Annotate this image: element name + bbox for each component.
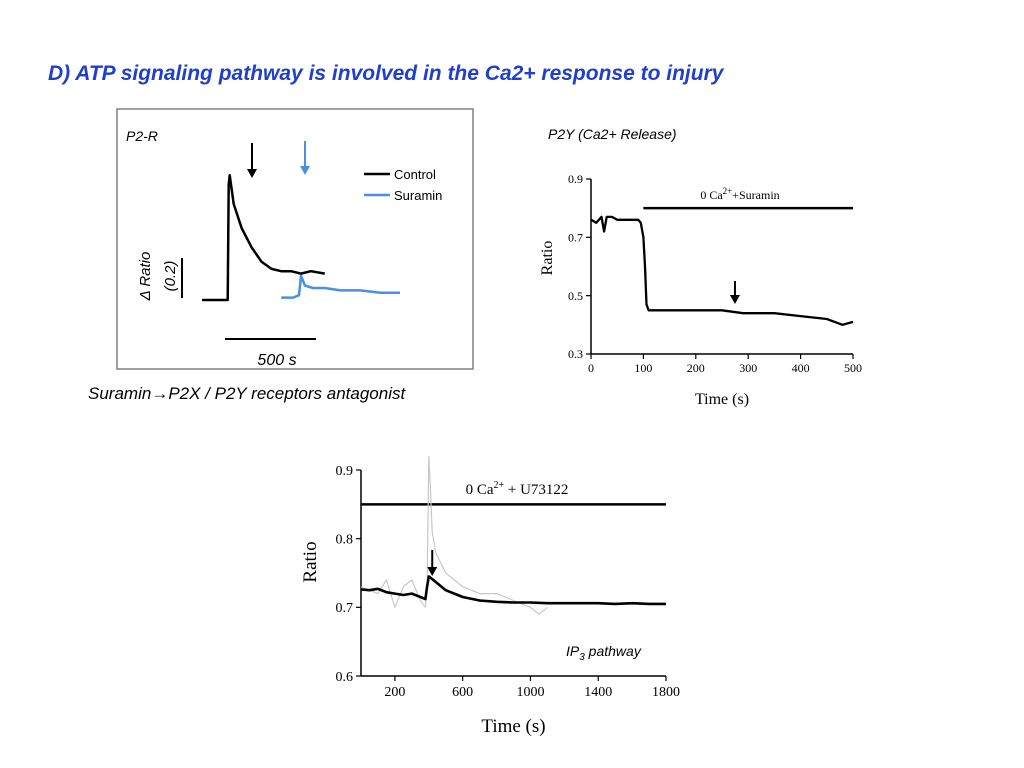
p2y-line-trace: [590, 215, 854, 326]
p2y-annotation-label: 0 Ca2++Suramin: [700, 186, 779, 202]
ip3-y-tick-label: 0.8: [336, 533, 354, 548]
p2r-frame: [116, 108, 474, 370]
ip3-arrow: [427, 550, 438, 576]
p2y-x-tick-label: 300: [739, 361, 757, 375]
p2r-arrow-control: [247, 143, 257, 178]
caption-prefix: Suramin: [88, 384, 152, 403]
ip3-x-tick-label: 600: [452, 685, 473, 700]
p2y-x-tick-label: 100: [634, 361, 652, 375]
ip3-xlabel: Time (s): [481, 716, 545, 737]
p2r-line-suramin: [281, 274, 400, 299]
ip3-annotation-label: 0 Ca2+ + U73122: [466, 480, 569, 498]
ip3-inset-label: IP3 pathway: [566, 643, 642, 663]
p2y-x-tick-label: 200: [687, 361, 705, 375]
ip3-line-treated: [361, 575, 666, 606]
p2r-arrow-suramin: [300, 141, 310, 175]
p2y-x-tick-label: 0: [588, 361, 594, 375]
p2y-y-tick-label: 0.9: [568, 172, 583, 186]
p2y-y-tick-label: 0.3: [568, 347, 583, 361]
ip3-y-tick-label: 0.7: [336, 601, 354, 616]
p2r-scalebar-y-label: (0.2): [162, 261, 179, 292]
p2y-y-tick-label: 0.5: [568, 289, 583, 303]
ip3-x-tick-label: 1400: [584, 685, 612, 700]
p2y-x-tick-label: 500: [844, 361, 862, 375]
ip3-line-untreated: [361, 455, 548, 615]
ip3-series-group: [361, 455, 666, 615]
p2y-x-tick-label: 400: [792, 361, 810, 375]
ip3-y-tick-label: 0.6: [336, 670, 354, 685]
ip3-x-tick-label: 1000: [516, 685, 544, 700]
caption-suffix: P2X / P2Y receptors antagonist: [168, 384, 406, 403]
p2r-scalebar-x-label: 500 s: [257, 352, 296, 369]
p2y-title: P2Y (Ca2+ Release): [548, 126, 677, 142]
p2r-ylabel: Δ Ratio: [137, 252, 154, 302]
p2r-title: P2-R: [126, 128, 158, 144]
ip3-y-tick-label: 0.9: [336, 464, 354, 479]
ip3-x-tick-label: 200: [384, 685, 405, 700]
caption-arrow: →: [151, 384, 169, 403]
p2y-arrow: [729, 281, 740, 304]
p2r-line-control: [202, 173, 326, 302]
p2r-legend-suramin-label: Suramin: [394, 188, 442, 203]
p2y-y-tick-label: 0.7: [568, 231, 583, 245]
ip3-x-tick-label: 1800: [652, 685, 680, 700]
p2y-ylabel: Ratio: [539, 241, 556, 276]
ip3-ylabel: Ratio: [300, 541, 321, 582]
figure-caption: Suramin→P2X / P2Y receptors antagonist: [88, 384, 405, 404]
slide-title: D) ATP signaling pathway is involved in …: [48, 62, 724, 85]
p2r-legend-control-label: Control: [394, 167, 436, 182]
p2y-xlabel: Time (s): [695, 391, 749, 408]
